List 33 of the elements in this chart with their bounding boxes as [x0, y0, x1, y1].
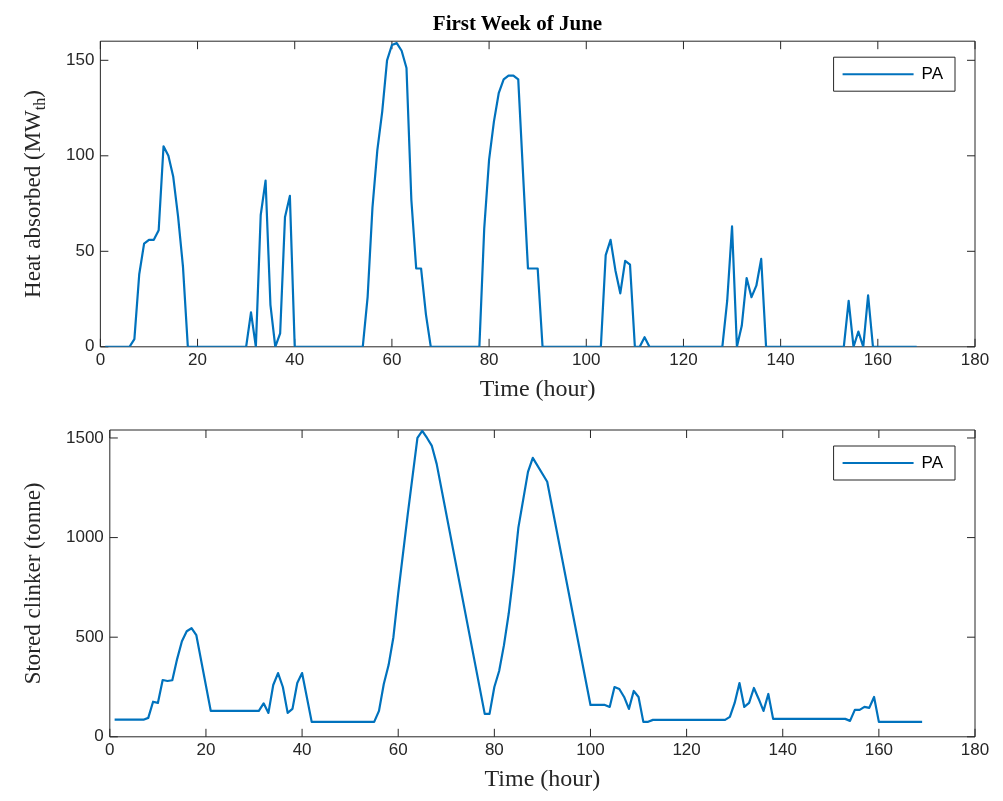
y-tick-label: 150 [65, 49, 95, 69]
x-tick-label: 20 [188, 349, 208, 369]
x-tick-label: 140 [766, 349, 795, 369]
x-tick-label: 20 [196, 739, 216, 759]
x-tick-label: 40 [285, 349, 305, 369]
x-tick-label: 180 [960, 739, 990, 759]
y-tick-label: 50 [75, 240, 95, 260]
x-tick-label: 40 [292, 739, 312, 759]
x-tick-label: 60 [382, 349, 402, 369]
x-axis-title: Time (hour) [479, 374, 596, 401]
chart-title: First Week of June [432, 11, 603, 36]
y-tick-label: 0 [94, 726, 104, 746]
y-tick-label: 500 [75, 626, 104, 646]
x-tick-label: 100 [576, 739, 605, 759]
x-tick-label: 80 [479, 349, 499, 369]
x-tick-label: 60 [388, 739, 408, 759]
x-tick-label: 160 [863, 349, 893, 369]
x-tick-label: 80 [484, 739, 504, 759]
y-tick-label: 1000 [65, 527, 104, 547]
x-tick-label: 140 [768, 739, 797, 759]
x-tick-label: 120 [669, 349, 698, 369]
y-tick-label: 1500 [65, 427, 104, 447]
x-tick-label: 100 [572, 349, 601, 369]
legend-label: PA [921, 452, 944, 472]
y-tick-label: 0 [84, 336, 95, 356]
y-tick-label: 100 [65, 145, 95, 165]
x-tick-label: 120 [672, 739, 701, 759]
x-axis-title: Time (hour) [484, 764, 601, 791]
x-tick-label: 180 [960, 349, 990, 369]
y-axis-title: Heat absorbed (MWth) [20, 90, 48, 298]
x-tick-label: 160 [864, 739, 894, 759]
y-axis-title: Stored clinker (tonne) [20, 482, 45, 685]
legend-label: PA [921, 63, 944, 83]
